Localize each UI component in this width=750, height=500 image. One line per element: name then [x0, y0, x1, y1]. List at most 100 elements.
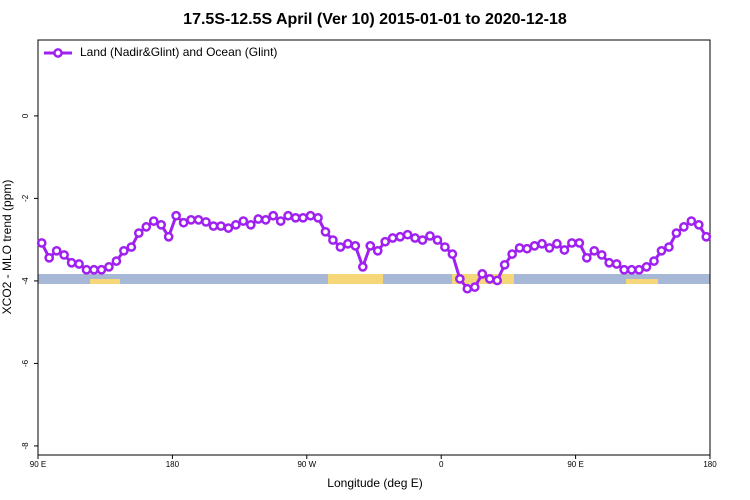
data-point: [365, 240, 376, 251]
x-tick-label: 180: [166, 460, 180, 469]
data-point: [447, 249, 458, 259]
data-point: [537, 238, 547, 249]
data-point: [186, 215, 196, 225]
plot-frame: [37, 39, 711, 456]
data-point: [74, 259, 84, 269]
data-point: [193, 215, 204, 225]
data-point: [686, 216, 697, 226]
data-point: [231, 219, 241, 230]
data-point: [245, 219, 256, 230]
data-point: [44, 252, 55, 263]
data-point: [268, 210, 279, 221]
y-tick-label: 0: [21, 113, 30, 118]
data-point: [328, 235, 338, 245]
data-point: [417, 235, 428, 245]
data-point: [619, 264, 629, 275]
data-point: [216, 221, 226, 231]
data-point: [499, 259, 510, 270]
data-point: [59, 250, 69, 260]
data-point: [664, 242, 674, 252]
data-point: [574, 238, 585, 248]
data-point: [380, 236, 391, 247]
data-point: [66, 257, 77, 268]
land-band: [328, 274, 383, 284]
land-band: [452, 274, 514, 284]
data-point: [357, 262, 368, 272]
data-point: [634, 264, 644, 275]
x-axis-label: Longitude (deg E): [327, 476, 422, 490]
data-point: [410, 233, 420, 243]
y-tick-label: -2: [21, 194, 30, 202]
data-point: [544, 243, 555, 253]
data-point: [477, 269, 488, 279]
data-point: [641, 262, 652, 272]
data-point: [290, 212, 301, 223]
data-point: [283, 210, 293, 221]
data-point: [462, 283, 473, 294]
data-point: [611, 259, 622, 269]
data-point: [343, 238, 353, 249]
data-point: [51, 245, 62, 256]
data-point: [36, 238, 47, 248]
data-point: [701, 231, 712, 242]
data-point: [425, 231, 435, 241]
data-point: [141, 222, 152, 232]
data-point: [104, 262, 114, 272]
land-band: [90, 279, 120, 284]
data-point: [679, 222, 689, 232]
data-point: [133, 228, 144, 238]
legend-marker: [53, 48, 63, 58]
data-point: [223, 223, 234, 233]
data-point: [596, 250, 607, 260]
data-point: [567, 238, 577, 248]
data-point: [260, 215, 271, 225]
data-point: [626, 264, 637, 275]
land-band: [626, 279, 658, 284]
data-point: [126, 242, 137, 252]
data-point: [253, 214, 264, 224]
data-point: [402, 229, 413, 240]
data-point: [111, 256, 122, 266]
chart-title: 17.5S-12.5S April (Ver 10) 2015-01-01 to…: [183, 11, 567, 28]
data-point: [514, 243, 525, 253]
data-point: [313, 212, 323, 223]
data-point: [81, 264, 92, 275]
data-point: [671, 228, 682, 238]
data-point: [492, 275, 503, 286]
data-point: [335, 242, 346, 252]
data-point: [208, 221, 219, 231]
data-point: [275, 216, 286, 226]
x-tick-label: 180: [703, 460, 717, 469]
x-tick-label: 90 E: [30, 460, 46, 469]
y-tick-label: -8: [21, 442, 30, 450]
data-point: [432, 235, 443, 245]
data-point: [350, 240, 361, 251]
data-point: [507, 249, 517, 259]
data-point: [395, 231, 405, 242]
data-point: [238, 216, 249, 226]
data-point: [522, 243, 532, 254]
data-point: [89, 264, 99, 275]
data-point: [559, 245, 570, 255]
series: [36, 210, 712, 294]
data-point: [178, 217, 189, 228]
data-point: [484, 274, 495, 284]
data-point: [649, 256, 659, 266]
data-point: [163, 231, 174, 242]
x-tick-label: 90 E: [567, 460, 583, 469]
data-point: [96, 264, 107, 275]
y-tick-label: -6: [21, 359, 30, 367]
data-point: [171, 210, 181, 221]
data-point: [589, 245, 600, 256]
data-point: [298, 212, 308, 223]
data-point: [156, 219, 167, 230]
data-point: [455, 274, 465, 284]
data-point: [305, 210, 316, 221]
data-point: [440, 242, 450, 252]
data-point: [148, 216, 159, 226]
y-axis-label: XCO2 - MLO trend (ppm): [0, 180, 14, 315]
x-tick-label: 90 W: [297, 460, 316, 469]
surface-band: [38, 274, 710, 284]
legend-label: Land (Nadir&Glint) and Ocean (Glint): [80, 45, 277, 59]
